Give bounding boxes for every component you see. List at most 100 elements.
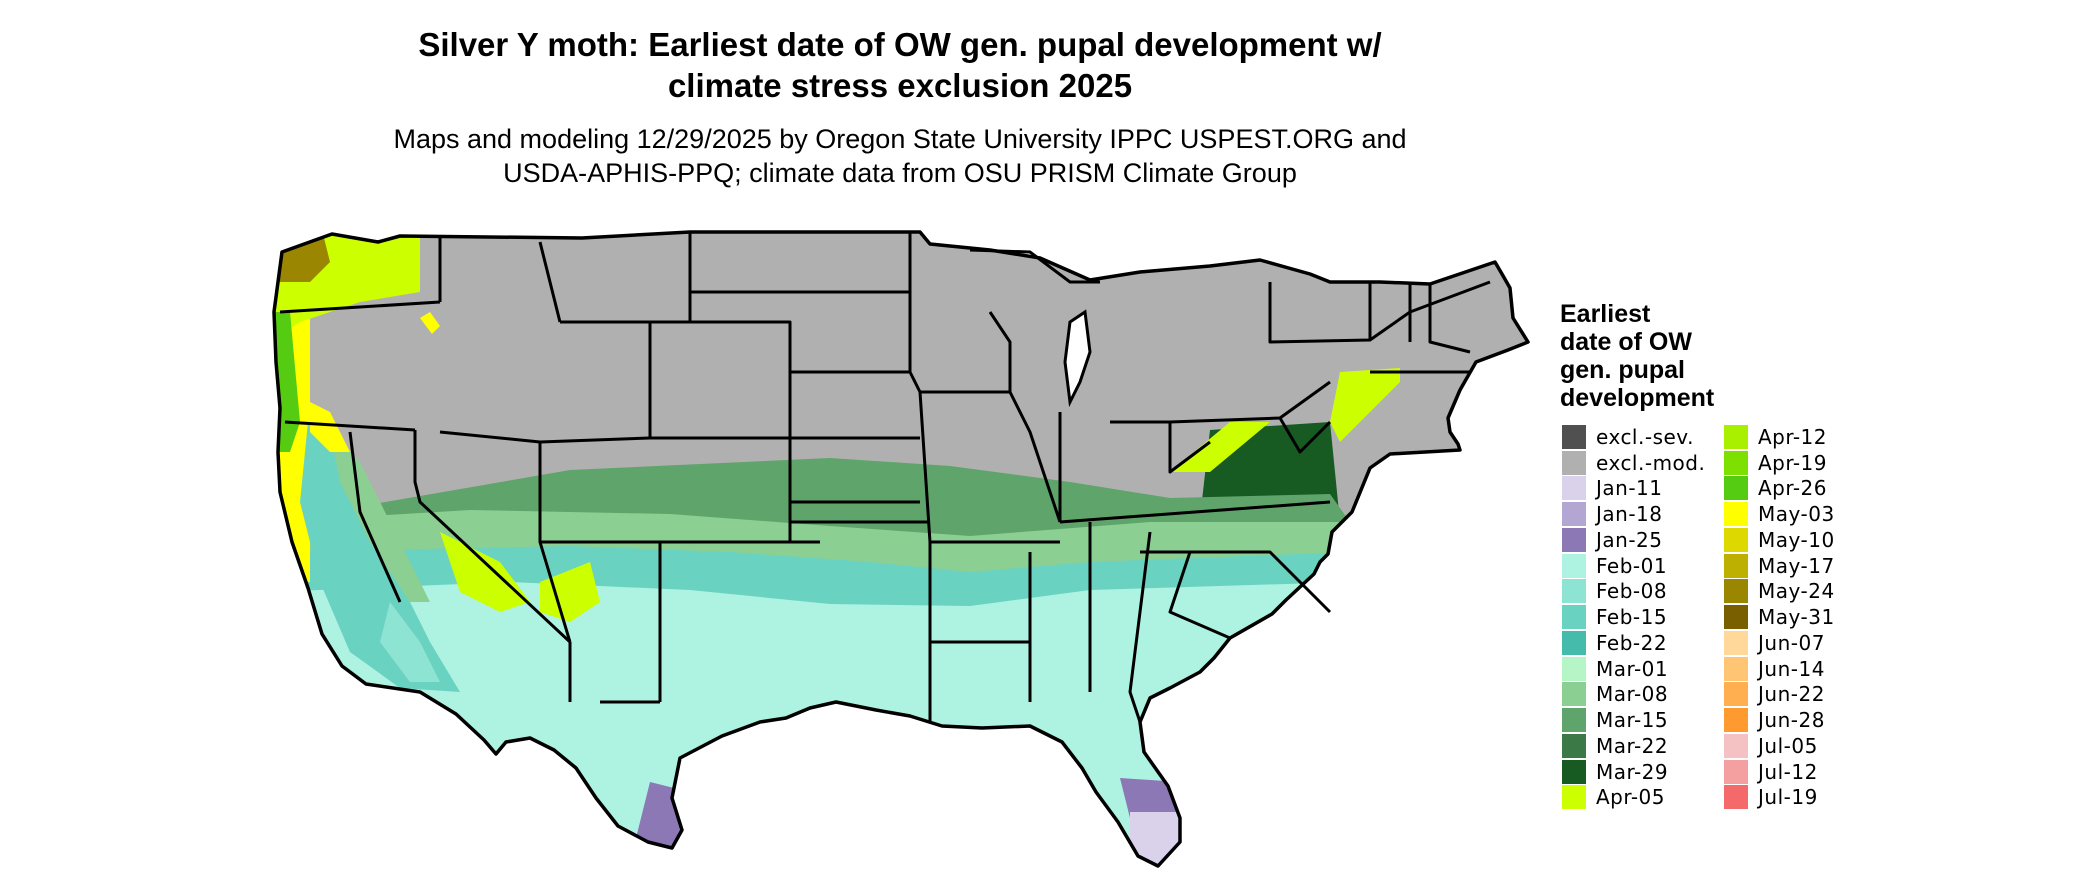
legend-item: Apr-26 [1724, 476, 1835, 502]
zone-northeast-coast [1330, 368, 1400, 442]
legend-swatch [1562, 759, 1586, 784]
legend-label: Mar-22 [1596, 733, 1669, 758]
legend-item: Feb-15 [1562, 604, 1705, 630]
zone-utah-spot [420, 312, 440, 334]
legend-item: Jul-12 [1724, 759, 1835, 785]
legend-swatch [1724, 708, 1748, 733]
legend-swatch [1562, 527, 1586, 552]
legend-label: Apr-12 [1758, 424, 1827, 449]
legend-swatch [1724, 579, 1748, 604]
legend-label: May-10 [1758, 527, 1835, 552]
legend-label: Jul-05 [1758, 733, 1818, 758]
map-title: Silver Y moth: Earliest date of OW gen. … [300, 24, 1500, 106]
legend-label: Apr-26 [1758, 476, 1827, 501]
map-title-line-1: Silver Y moth: Earliest date of OW gen. … [418, 26, 1382, 63]
legend-label: May-24 [1758, 579, 1835, 604]
legend-swatch [1562, 579, 1586, 604]
legend-label: Jan-11 [1596, 476, 1663, 501]
legend-label: excl.-sev. [1596, 424, 1694, 449]
legend-item: Apr-05 [1562, 785, 1705, 811]
legend-swatch [1724, 605, 1748, 630]
legend-swatch [1724, 630, 1748, 655]
legend-swatch [1724, 424, 1748, 449]
legend-item: Mar-29 [1562, 759, 1705, 785]
legend-swatch [1562, 450, 1586, 475]
legend-column-1: excl.-sev. excl.-mod. Jan-11 Jan-18 Jan-25 Fe… [1562, 424, 1705, 810]
legend-item: Jul-19 [1724, 785, 1835, 811]
legend-label: excl.-mod. [1596, 450, 1706, 475]
legend-swatch [1724, 502, 1748, 527]
legend-item: excl.-sev. [1562, 424, 1705, 450]
legend-swatch [1562, 605, 1586, 630]
legend-item: Apr-12 [1724, 424, 1835, 450]
legend-swatch [1562, 733, 1586, 758]
legend-label: Apr-19 [1758, 450, 1827, 475]
legend-label: Jun-22 [1758, 682, 1825, 707]
legend-item: Apr-19 [1724, 450, 1835, 476]
legend-swatch [1724, 476, 1748, 501]
legend-swatch [1562, 476, 1586, 501]
legend-swatch [1724, 527, 1748, 552]
legend-swatch [1724, 656, 1748, 681]
legend-swatch [1562, 682, 1586, 707]
legend-item: Jun-22 [1724, 682, 1835, 708]
legend-title: Earliest date of OW gen. pupal developme… [1560, 300, 1760, 412]
zone-appalachian-yellow [1170, 422, 1270, 472]
legend-label: Jun-14 [1758, 656, 1825, 681]
legend-label: Mar-29 [1596, 759, 1669, 784]
legend-swatch [1562, 424, 1586, 449]
zone-florida-tip [1130, 812, 1182, 866]
us-map [272, 230, 1530, 868]
zone-new-mexico-fringe [540, 562, 600, 622]
legend-label: Mar-15 [1596, 708, 1669, 733]
legend-label: Jul-19 [1758, 785, 1818, 810]
legend-swatch [1724, 553, 1748, 578]
legend-item: Mar-08 [1562, 682, 1705, 708]
legend-item: excl.-mod. [1562, 450, 1705, 476]
map-title-line-2: climate stress exclusion 2025 [667, 67, 1133, 104]
map-subtitle-line-1: Maps and modeling 12/29/2025 by Oregon S… [393, 124, 1407, 154]
legend-label: Mar-08 [1596, 682, 1669, 707]
legend-item: Jan-25 [1562, 527, 1705, 553]
legend-title-line: date of OW [1560, 328, 1692, 356]
legend-label: Feb-22 [1596, 630, 1668, 655]
legend-item: May-17 [1724, 553, 1835, 579]
zone-desert-strip [380, 602, 440, 682]
legend-title-line: development [1560, 384, 1715, 412]
zone-sierra-band [310, 402, 350, 452]
zone-gulf-coast [274, 582, 1350, 866]
legend-item: Mar-22 [1562, 733, 1705, 759]
legend-item: Mar-01 [1562, 656, 1705, 682]
zone-arizona-yellow [440, 532, 530, 612]
great-lakes-edge [969, 248, 1100, 284]
legend-swatch [1562, 785, 1586, 810]
legend-title-line: Earliest [1560, 300, 1651, 328]
legend-swatch [1724, 759, 1748, 784]
legend-label: Feb-15 [1596, 605, 1668, 630]
legend-label: May-31 [1758, 605, 1835, 630]
legend-swatch [1562, 502, 1586, 527]
legend-item: May-03 [1724, 501, 1835, 527]
legend-label: Jan-25 [1596, 527, 1663, 552]
legend-item: Jun-14 [1724, 656, 1835, 682]
us-outline-border [272, 230, 1530, 868]
legend-label: Feb-08 [1596, 579, 1668, 604]
legend-label: Jun-28 [1758, 708, 1825, 733]
legend-label: May-03 [1758, 502, 1835, 527]
legend-label: Feb-01 [1596, 553, 1668, 578]
legend-item: May-10 [1724, 527, 1835, 553]
legend-label: Jan-18 [1596, 502, 1663, 527]
legend-item: Feb-22 [1562, 630, 1705, 656]
legend-swatch [1562, 656, 1586, 681]
legend-swatch [1562, 553, 1586, 578]
legend-item: Jul-05 [1724, 733, 1835, 759]
map-subtitle: Maps and modeling 12/29/2025 by Oregon S… [300, 122, 1500, 190]
legend-label: Jul-12 [1758, 759, 1818, 784]
legend-label: Jun-07 [1758, 630, 1825, 655]
legend-item: Jun-28 [1724, 707, 1835, 733]
legend-item: Jan-18 [1562, 501, 1705, 527]
legend-column-2: Apr-12 Apr-19 Apr-26 May-03 May-10 May-17 May-… [1724, 424, 1835, 810]
map-subtitle-line-2: USDA-APHIS-PPQ; climate data from OSU PR… [503, 158, 1297, 188]
legend-item: Jan-11 [1562, 476, 1705, 502]
legend-item: Jun-07 [1724, 630, 1835, 656]
